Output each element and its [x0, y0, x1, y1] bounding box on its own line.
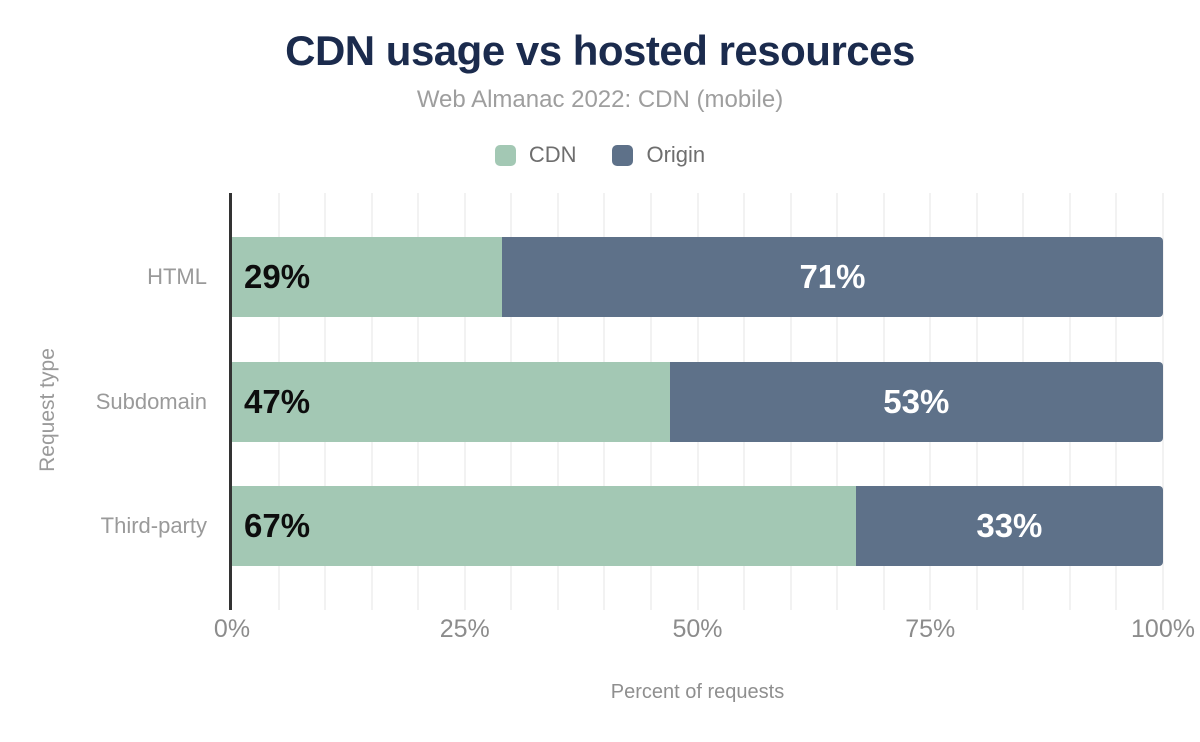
chart-title: CDN usage vs hosted resources	[285, 27, 915, 74]
x-tick-label-0: 0%	[213, 615, 251, 643]
legend-label-origin: Origin	[646, 142, 706, 167]
cdn-legend-swatch	[494, 144, 516, 166]
bar-value-label: 29%	[244, 258, 311, 296]
legend-item-cdn: CDN	[494, 142, 577, 168]
x-axis-title: Percent of requests	[610, 681, 785, 703]
legend-label-cdn: CDN	[528, 142, 577, 167]
chart-subtitle: Web Almanac 2022: CDN (mobile)	[416, 86, 784, 113]
bar-row-subdomain: 47% 53%	[232, 361, 1163, 442]
bar-segment-cdn-third-party[interactable]: 67%	[232, 485, 856, 566]
bar-value-label: 53%	[883, 382, 950, 420]
bar-segment-origin-third-party[interactable]: 33%	[855, 485, 1163, 566]
origin-legend-swatch	[612, 144, 634, 166]
legend-item-origin: Origin	[612, 142, 705, 168]
x-tick-label-75: 75%	[905, 615, 956, 643]
x-tick-label-100: 100%	[1131, 615, 1195, 643]
bar-segment-cdn-html[interactable]: 29%	[232, 237, 502, 318]
category-labels: HTML Subdomain Third-party	[0, 193, 207, 610]
bar-row-third-party: 67% 33%	[232, 485, 1163, 566]
category-label-subdomain: Subdomain	[95, 388, 207, 414]
y-axis-line	[229, 193, 232, 610]
x-tick-label-25: 25%	[439, 615, 490, 643]
bar-value-label: 71%	[799, 258, 866, 296]
gridline	[1162, 193, 1164, 610]
legend: CDN Origin	[0, 142, 1200, 168]
bar-value-label: 47%	[244, 382, 311, 420]
plot-area: 29% 71% 47% 53% 67% 33%	[229, 193, 1164, 610]
bar-value-label: 33%	[976, 506, 1043, 544]
bar-segment-origin-subdomain[interactable]: 53%	[669, 361, 1163, 442]
x-ticks: 0% 25% 50% 75% 100%	[214, 615, 1195, 643]
bar-segment-origin-html[interactable]: 71%	[501, 237, 1163, 318]
bar-row-html: 29% 71%	[232, 237, 1163, 318]
bar-value-label: 67%	[244, 506, 311, 544]
bar-segment-cdn-subdomain[interactable]: 47%	[232, 361, 670, 442]
category-label-third-party: Third-party	[100, 512, 207, 538]
category-label-html: HTML	[147, 264, 207, 290]
x-tick-label-50: 50%	[672, 615, 723, 643]
